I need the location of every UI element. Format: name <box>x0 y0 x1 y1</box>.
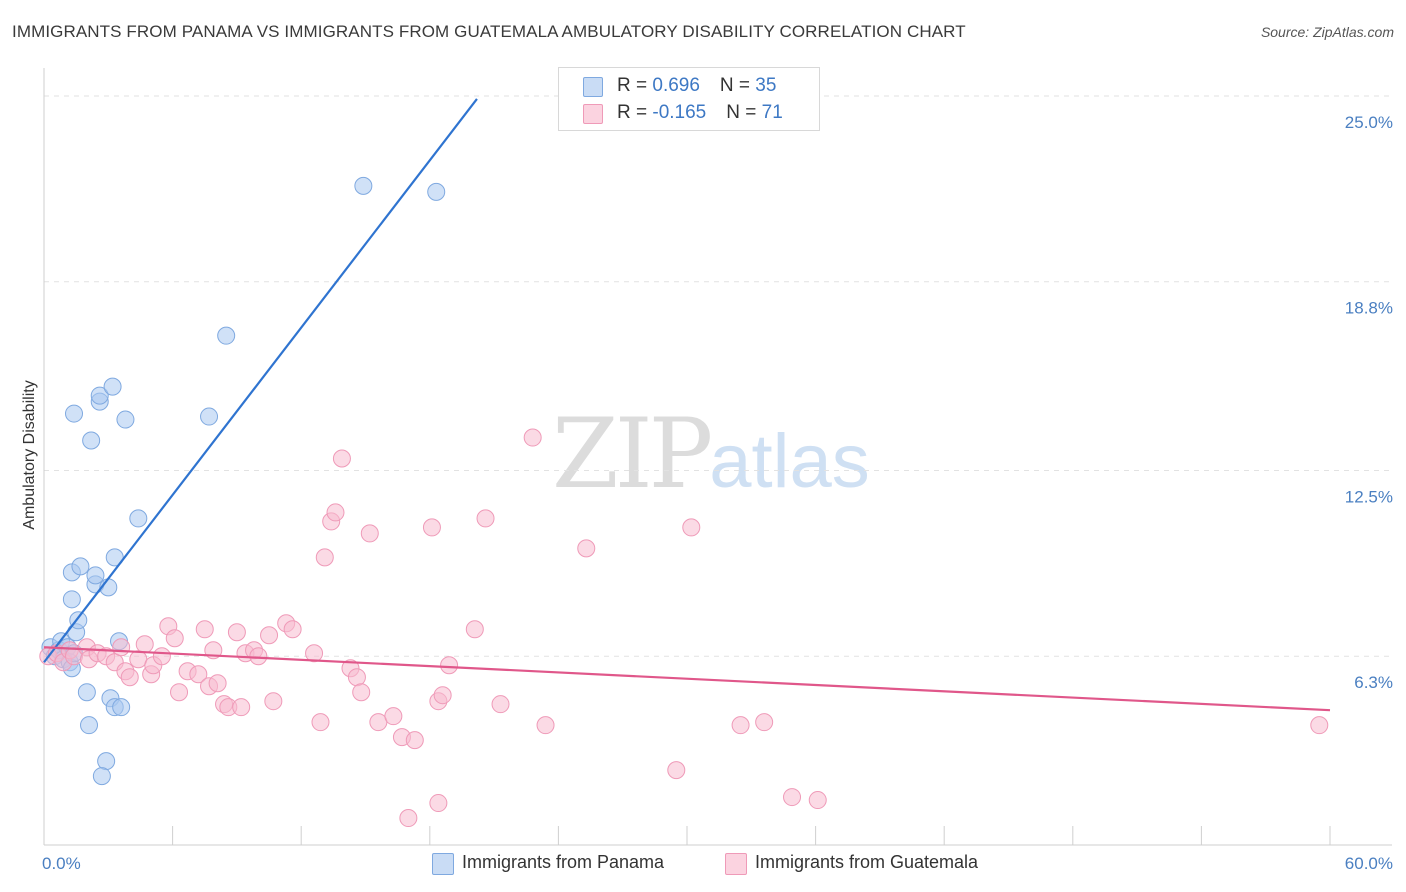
point-guatemala-70 <box>1310 716 1329 735</box>
point-guatemala-12 <box>120 668 139 687</box>
point-guatemala-17 <box>152 647 171 666</box>
point-panama-36 <box>427 182 446 201</box>
trendline-panama <box>43 98 478 663</box>
point-guatemala-54 <box>433 686 452 705</box>
point-panama-23 <box>112 698 131 717</box>
point-panama-35 <box>354 176 373 195</box>
bottom-legend-label-panama: Immigrants from Panama <box>462 852 665 872</box>
y-tick-label-1: 12.5% <box>1345 487 1393 506</box>
point-guatemala-46 <box>352 683 371 702</box>
point-guatemala-65 <box>755 713 774 732</box>
trendline-guatemala <box>43 646 1331 712</box>
point-guatemala-23 <box>195 620 214 639</box>
point-guatemala-52 <box>422 518 441 537</box>
point-guatemala-58 <box>491 695 510 714</box>
legend-swatch-panama <box>583 77 603 97</box>
y-axis-label: Ambulatory Disability <box>21 380 38 529</box>
point-guatemala-51 <box>405 731 424 750</box>
point-guatemala-33 <box>249 647 268 666</box>
legend-swatch-guatemala <box>583 104 603 124</box>
point-guatemala-42 <box>326 503 345 522</box>
point-guatemala-57 <box>476 509 495 528</box>
point-panama-13 <box>71 557 90 576</box>
point-panama-31 <box>116 410 135 429</box>
point-guatemala-61 <box>577 539 596 558</box>
points-panama <box>41 176 446 786</box>
point-panama-32 <box>129 509 148 528</box>
point-panama-34 <box>217 326 236 345</box>
point-guatemala-34 <box>260 626 279 645</box>
gridlines <box>44 95 1392 657</box>
point-panama-25 <box>92 767 111 786</box>
point-guatemala-19 <box>165 629 184 648</box>
bottom-legend-swatch-guatemala <box>725 853 747 875</box>
tick-labels: 6.3% 12.5% 18.8% 25.0% 0.0% 60.0% <box>42 113 1393 873</box>
bottom-legend-label-guatemala: Immigrants from Guatemala <box>755 852 979 872</box>
point-panama-24 <box>97 752 116 771</box>
point-panama-26 <box>65 404 84 423</box>
point-panama-29 <box>90 386 109 405</box>
legend: R = 0.696 N = 35 R = -0.165 N = 71 <box>558 67 820 131</box>
point-guatemala-43 <box>332 449 351 468</box>
point-panama-19 <box>77 683 96 702</box>
y-tick-label-0: 6.3% <box>1354 673 1393 692</box>
point-panama-33 <box>200 407 219 426</box>
point-panama-20 <box>80 716 99 735</box>
point-guatemala-40 <box>315 548 334 567</box>
y-tick-label-2: 18.8% <box>1345 299 1393 318</box>
point-guatemala-60 <box>536 716 555 735</box>
x-tick-label-0: 0.0% <box>42 854 81 873</box>
bottom-legend-swatch-panama <box>432 853 454 875</box>
point-guatemala-13 <box>129 650 148 669</box>
point-guatemala-20 <box>170 683 189 702</box>
point-guatemala-48 <box>369 713 388 732</box>
legend-text-panama: R = 0.696 N = 35 <box>617 75 777 96</box>
point-guatemala-45 <box>347 668 366 687</box>
point-guatemala-49 <box>384 707 403 726</box>
point-guatemala-62 <box>667 761 686 780</box>
point-guatemala-55 <box>440 656 459 675</box>
point-panama-15 <box>86 566 105 585</box>
point-guatemala-26 <box>208 674 227 693</box>
point-guatemala-30 <box>232 698 251 717</box>
point-guatemala-22 <box>189 665 208 684</box>
point-guatemala-67 <box>808 791 827 810</box>
point-guatemala-14 <box>135 635 154 654</box>
legend-text-guatemala: R = -0.165 N = 71 <box>617 102 783 123</box>
point-guatemala-66 <box>783 788 802 807</box>
x-tick-label-1: 60.0% <box>1345 854 1393 873</box>
axes <box>43 68 1392 846</box>
point-guatemala-59 <box>523 428 542 447</box>
points-guatemala <box>39 428 1329 828</box>
point-panama-27 <box>82 431 101 450</box>
point-guatemala-56 <box>465 620 484 639</box>
watermark-zip: ZIP <box>552 398 713 510</box>
point-guatemala-10 <box>112 638 131 657</box>
y-tick-label-3: 25.0% <box>1345 113 1393 132</box>
point-guatemala-63 <box>682 518 701 537</box>
point-guatemala-37 <box>283 620 302 639</box>
point-guatemala-39 <box>311 713 330 732</box>
point-guatemala-35 <box>264 692 283 711</box>
point-guatemala-29 <box>227 623 246 642</box>
point-guatemala-68 <box>399 809 418 828</box>
watermark: ZIPatlas <box>552 398 870 510</box>
chart-title: IMMIGRANTS FROM PANAMA VS IMMIGRANTS FRO… <box>12 22 966 41</box>
watermark-atlas: atlas <box>709 419 870 504</box>
point-guatemala-38 <box>305 644 324 663</box>
point-guatemala-47 <box>360 524 379 543</box>
point-guatemala-64 <box>731 716 750 735</box>
source-label: Source: ZipAtlas.com <box>1260 24 1394 40</box>
point-panama-30 <box>103 377 122 396</box>
point-guatemala-69 <box>429 794 448 813</box>
trendlines <box>43 98 1331 712</box>
point-panama-11 <box>62 590 81 609</box>
